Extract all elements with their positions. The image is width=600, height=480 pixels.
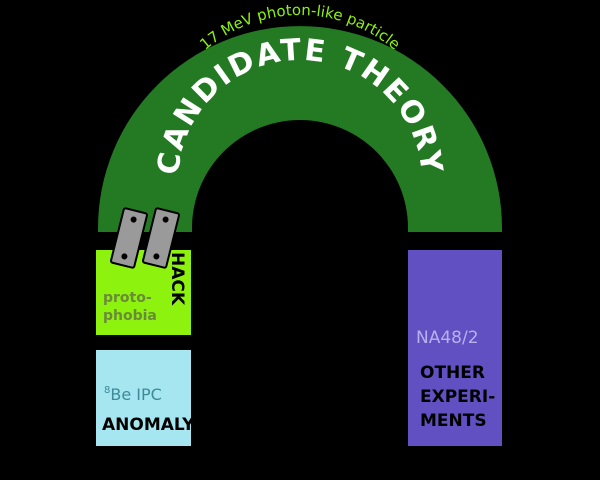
experiments-line2: EXPERI- [420,387,495,407]
experiments-line1: OTHER [420,363,485,383]
hack-block [96,250,191,335]
protophobia-line2: phobia [103,308,157,324]
ipc-superscript: 8 [104,385,110,396]
candidate-theory-arch [98,26,502,233]
right-gap [406,232,504,250]
left-gap [96,232,194,250]
clip-left-icon [110,207,148,269]
anomaly-block [96,350,191,446]
anomaly-label: ANOMALY [102,415,195,435]
ipc-label: 8Be IPC [104,385,162,404]
experiments-line3: MENTS [420,411,487,431]
protophobia-line1: proto- [103,290,152,306]
ipc-text: Be IPC [110,385,161,404]
clip-right-icon [142,207,180,269]
na48-label: NA48/2 [416,328,479,348]
other-experiments-block [408,250,502,446]
hack-label: HACK [167,252,187,306]
